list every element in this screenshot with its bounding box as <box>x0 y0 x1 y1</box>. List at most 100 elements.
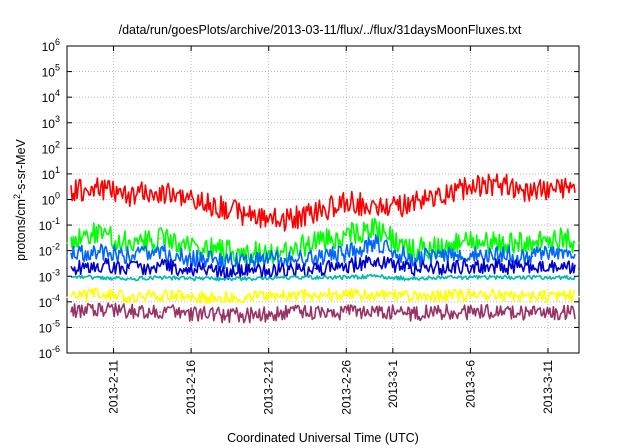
series-point <box>500 253 503 256</box>
series-point <box>252 277 254 280</box>
series-point <box>562 294 565 297</box>
series-point <box>531 276 534 279</box>
series-line <box>70 287 576 305</box>
series-point <box>190 268 192 271</box>
series-point <box>376 311 379 313</box>
series-point <box>190 245 192 247</box>
series-point <box>407 204 410 206</box>
y-axis-label: protons/cm2-s-sr-MeV <box>12 138 28 260</box>
series-point <box>531 267 534 270</box>
y-tick-label: 10-6 <box>39 344 60 361</box>
series-point <box>221 270 223 273</box>
series-point <box>190 277 192 280</box>
series-point <box>578 276 580 279</box>
series-point <box>190 257 192 260</box>
series-point <box>252 252 254 254</box>
series-point <box>283 295 286 298</box>
y-tick-label: 104 <box>42 88 60 105</box>
y-tick-label: 101 <box>42 165 60 182</box>
series-point <box>345 293 348 295</box>
series-point <box>128 194 130 196</box>
series-point <box>66 190 68 193</box>
series-point <box>469 311 472 313</box>
series-point <box>376 294 379 297</box>
series-point <box>159 294 161 297</box>
series-point <box>345 265 348 267</box>
series-point <box>500 295 503 297</box>
series-point <box>500 276 503 279</box>
series-point <box>159 252 161 254</box>
series-point <box>314 311 317 313</box>
series-point <box>500 183 503 185</box>
series-point <box>407 249 410 252</box>
series-point <box>531 242 534 244</box>
series-point <box>578 242 580 244</box>
series-point <box>469 186 472 189</box>
y-tick-label: 100 <box>42 191 60 208</box>
series-point <box>578 295 580 298</box>
y-tick-label: 10-4 <box>39 293 60 310</box>
series-point <box>376 242 379 244</box>
series-line <box>70 234 576 271</box>
series-point <box>221 249 223 252</box>
series-point <box>407 295 410 298</box>
series-point <box>438 311 441 313</box>
x-axis-label: Coordinated Universal Time (UTC) <box>227 431 419 445</box>
x-tick-label: 2013-2-21 <box>262 360 276 415</box>
series-point <box>97 293 99 295</box>
series-point <box>438 295 441 298</box>
x-tick-label: 2013-3-1 <box>386 360 400 408</box>
series-point <box>345 276 348 279</box>
series-point <box>128 242 130 244</box>
series-point <box>469 242 472 244</box>
series-point <box>221 277 223 280</box>
y-tick-label: 10-3 <box>39 267 60 284</box>
series-point <box>128 267 130 270</box>
series-point <box>438 194 441 196</box>
series-point <box>159 265 161 267</box>
series-point <box>252 260 254 262</box>
series-point <box>283 219 286 222</box>
series-point <box>283 257 286 260</box>
series-point <box>345 234 348 237</box>
y-tick-label: 10-5 <box>39 318 60 335</box>
series-point <box>221 206 223 209</box>
series-point <box>469 294 472 297</box>
series-point <box>438 276 441 279</box>
series-point <box>562 311 565 313</box>
series-point <box>376 206 379 209</box>
y-axis-label-superscript: 2 <box>12 194 22 199</box>
series-point <box>252 216 254 219</box>
series-point <box>562 276 565 279</box>
series-point <box>314 267 317 270</box>
x-tick-label: 2013-2-11 <box>107 360 121 414</box>
series-point <box>283 249 286 252</box>
series-point <box>407 277 410 280</box>
series-point <box>66 276 68 279</box>
series-point <box>221 260 223 262</box>
series-point <box>283 268 286 271</box>
series-point <box>283 276 286 279</box>
x-tick-label: 2013-3-6 <box>463 360 477 408</box>
series-point <box>469 276 472 279</box>
series-point <box>190 312 192 315</box>
series-point <box>469 265 472 267</box>
series-point <box>438 267 441 270</box>
series-point <box>314 255 317 258</box>
series-point <box>128 311 130 313</box>
series-point <box>97 308 99 311</box>
series-point <box>469 253 472 256</box>
series-point <box>531 312 534 315</box>
series-line <box>71 273 576 282</box>
series-point <box>578 188 580 191</box>
y-tick-label: 106 <box>42 37 60 54</box>
y-tick-label: 102 <box>42 139 60 156</box>
series-point <box>66 296 68 299</box>
series-point <box>159 237 161 240</box>
series-group <box>66 173 580 324</box>
series-point <box>562 252 565 254</box>
series-point <box>128 255 130 258</box>
series-point <box>97 231 99 234</box>
x-axis-ticks: 2013-2-11 2013-2-16 2013-2-21 2013-2-26 2013… <box>107 46 555 415</box>
series-point <box>376 275 379 278</box>
